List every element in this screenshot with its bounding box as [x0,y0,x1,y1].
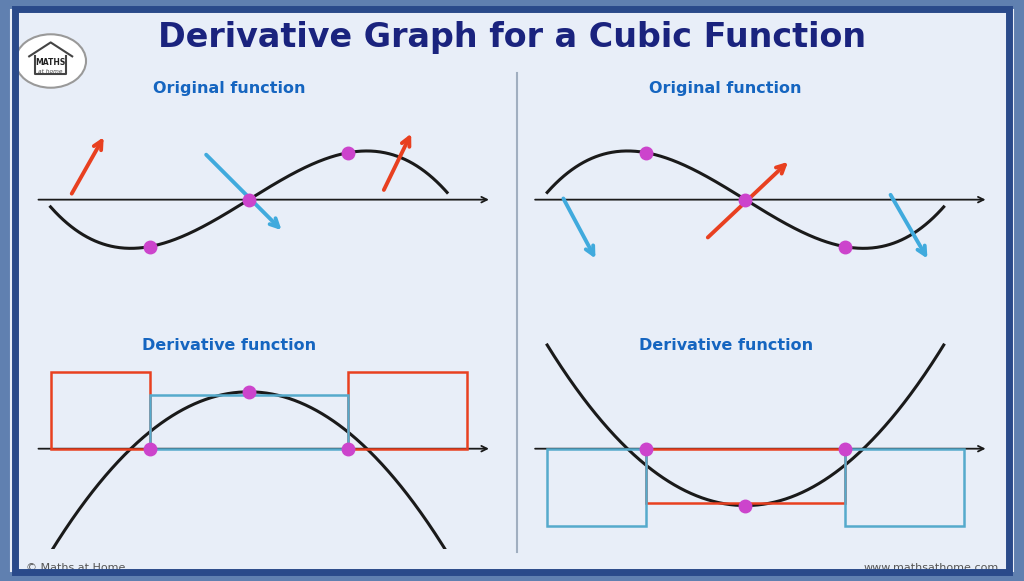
Text: Original function: Original function [153,81,305,95]
Text: www.mathsathome.com: www.mathsathome.com [863,563,998,573]
Bar [547,449,646,526]
Bar [845,449,964,526]
Bar [646,449,845,503]
Text: at home: at home [39,69,62,74]
Text: Derivative Graph for a Cubic Function: Derivative Graph for a Cubic Function [158,21,866,54]
Text: Derivative function: Derivative function [142,338,316,353]
Bar [348,372,467,449]
Text: MATHS: MATHS [36,58,66,67]
Text: © Maths at Home: © Maths at Home [26,563,125,573]
Ellipse shape [15,34,86,88]
Bar [150,394,348,449]
Text: Original function: Original function [649,81,802,95]
Bar [50,372,150,449]
Text: Derivative function: Derivative function [639,338,813,353]
